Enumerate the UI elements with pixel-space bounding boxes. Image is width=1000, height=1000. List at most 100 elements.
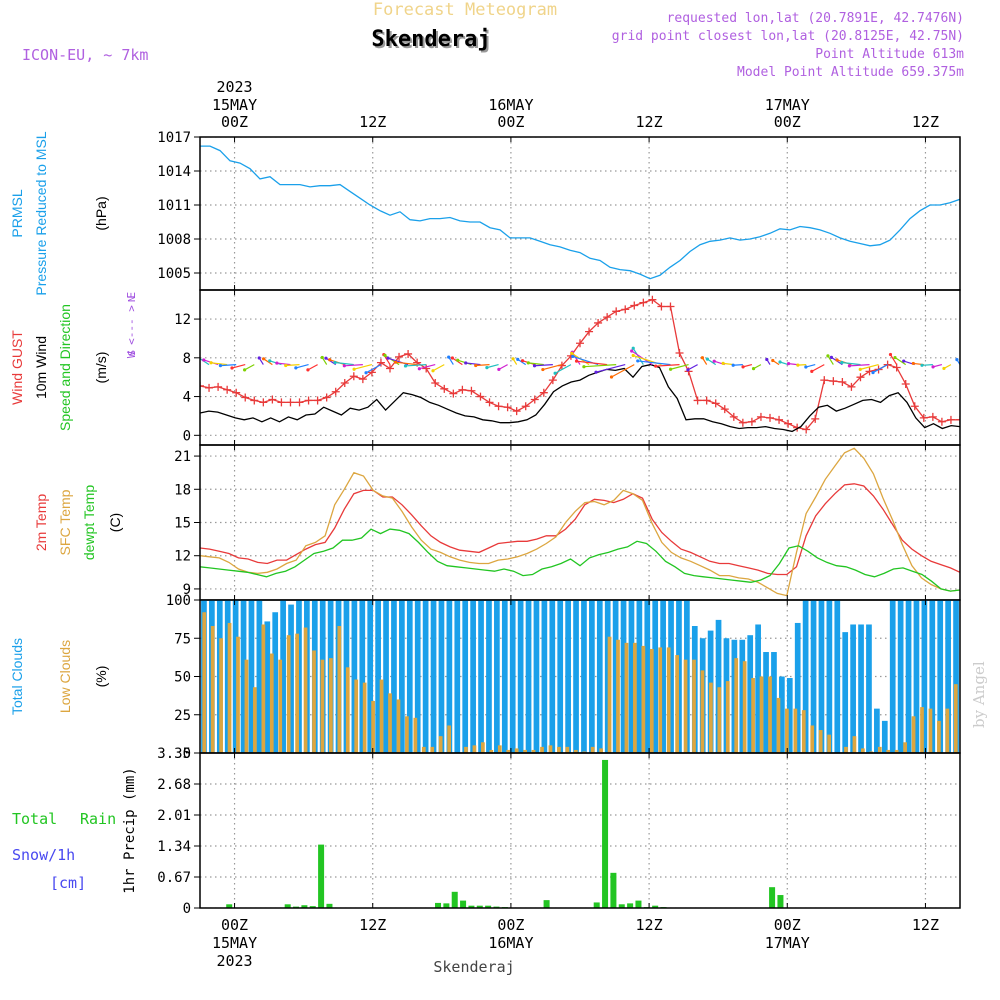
clouds-bar-total-clouds (763, 652, 769, 753)
model-altitude: Model Point Altitude 659.375m (737, 65, 964, 80)
gust-marker (521, 402, 530, 411)
precip-bar-total-rain (635, 900, 642, 908)
wind-arrow-head (712, 359, 716, 363)
clouds-bar-low-clouds (759, 676, 764, 753)
wind-arrow-head (275, 361, 279, 365)
clouds-bar-total-clouds (905, 600, 912, 753)
precip-snow-label: Snow/1h (12, 846, 75, 864)
top-date-label: 2023 (216, 78, 252, 96)
ytick-label: 100 (166, 593, 191, 609)
ytick-label: 25 (174, 708, 191, 724)
gust-marker (313, 396, 322, 405)
ytick-label: 3.35 (157, 746, 191, 762)
wind-arrow-head (218, 364, 223, 368)
wind-arrow (733, 363, 743, 366)
clouds-bar-total-clouds (929, 600, 936, 753)
clouds-bar-total-clouds (596, 600, 603, 753)
clouds-bar-low-clouds (624, 642, 629, 753)
ytick-label: 2.68 (157, 777, 191, 793)
clouds-bar-low-clouds (548, 745, 553, 753)
wind-arrow-head (574, 359, 579, 363)
grid-point-location: grid point closest lon,lat (20.8125E, 42… (612, 29, 964, 44)
gust-marker (956, 415, 960, 424)
wind-arrow-head (485, 366, 489, 370)
top-time-label: 12Z (636, 113, 663, 131)
compass-south: S (127, 350, 138, 356)
ytick-label: 21 (174, 449, 191, 465)
wind-arrow (365, 364, 382, 374)
gust-marker (576, 339, 584, 348)
wind-arrow-head (942, 366, 946, 371)
wind-arrow (655, 363, 680, 367)
wind-arrow-head (520, 359, 525, 363)
wind-arrow-head (741, 365, 745, 369)
clouds-bar-total-clouds (533, 600, 540, 753)
ytick-label: 2.01 (157, 808, 191, 824)
clouds-bar-low-clouds (827, 734, 831, 753)
clouds-bar-low-clouds (683, 659, 688, 753)
clouds-bar-total-clouds (826, 600, 833, 753)
bottom-date-label: 15MAY (212, 934, 257, 952)
clouds-bar-total-clouds (517, 600, 524, 753)
clouds-bar-low-clouds (447, 725, 451, 753)
gust-marker (738, 418, 747, 427)
clouds-bar-low-clouds (894, 749, 899, 753)
clouds-bar-low-clouds (337, 626, 342, 753)
gust-marker (766, 413, 774, 422)
clouds-bar-total-clouds (771, 652, 777, 753)
wind-arrow (486, 364, 499, 369)
gust-marker (322, 393, 331, 402)
compass-axis: W <--- > E (125, 292, 138, 358)
wind-arrow-head (294, 366, 298, 370)
gust-marker (404, 349, 413, 358)
wind-arrow-head (230, 366, 234, 370)
wind-arrow (894, 357, 907, 366)
gust-marker (594, 318, 603, 327)
gust-marker (223, 385, 232, 394)
precip-bar-total-rain (226, 904, 233, 908)
gust-marker (232, 388, 241, 397)
clouds-bar-low-clouds (210, 626, 215, 753)
gust-marker (277, 398, 286, 407)
gust-marker (449, 389, 458, 398)
wind-arrow-head (840, 360, 844, 365)
clouds-bar-total-clouds (406, 600, 413, 753)
wind-arrow-head (464, 361, 468, 365)
clouds-bar-total-clouds (715, 619, 722, 753)
gust-marker (937, 417, 946, 426)
wind-arrow (542, 364, 563, 371)
clouds-bar-low-clouds (379, 679, 384, 753)
wind-arrow (921, 363, 933, 366)
precip-bar-total-rain (543, 900, 550, 908)
clouds-label: Low Clouds (57, 640, 73, 713)
panel-wind-frame (199, 289, 961, 446)
clouds-bar-low-clouds (700, 670, 705, 753)
wind-arrow-head (829, 355, 834, 359)
clouds-bar-total-clouds (525, 600, 532, 753)
gust-marker (386, 364, 394, 373)
clouds-ylabel: (%) (93, 666, 109, 688)
clouds-bar-low-clouds (886, 749, 891, 753)
wind-arrow-head (804, 365, 808, 369)
clouds-bar-low-clouds (489, 749, 494, 753)
gust-marker (711, 399, 720, 408)
clouds-bar-total-clouds (288, 604, 294, 753)
precip-bar-total-rain (326, 903, 333, 908)
wind-ylabel: (m/s) (93, 352, 109, 384)
top-date-label: 17MAY (765, 96, 810, 114)
clouds-bar-total-clouds (881, 720, 888, 753)
clouds-bar-low-clouds (303, 627, 308, 753)
clouds-bar-total-clouds (501, 600, 508, 753)
clouds-bar-total-clouds (430, 600, 437, 753)
gust-marker (476, 392, 485, 401)
wind-arrow-head (631, 353, 635, 358)
gust-marker (901, 379, 910, 388)
gust-marker (720, 405, 729, 414)
bottom-date-label: 2023 (216, 952, 252, 970)
ytick-label: 12 (174, 312, 191, 328)
clouds-bar-low-clouds (236, 636, 240, 753)
model-name: ICON-EU, ~ 7km (22, 46, 148, 64)
pressure-label: Pressure Reduced to MSL (33, 131, 49, 295)
wind-arrow-head (202, 358, 206, 362)
wind-arrow-head (284, 363, 288, 368)
